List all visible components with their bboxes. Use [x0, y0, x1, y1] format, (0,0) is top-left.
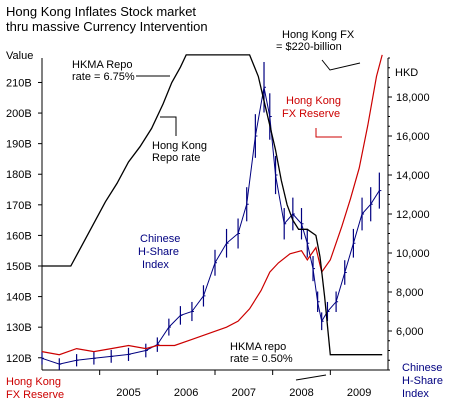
x-axis-tick-label: 2007: [232, 387, 256, 399]
annotation-hkma-repo-high-line-1: HKMA Repo: [72, 59, 133, 71]
annotation-hk-fx-total-leader: [321, 59, 361, 71]
annotation-chinese-hshare: Chinese H-Share Index: [138, 233, 180, 271]
legend-fx-reserve: Hong Kong FX Reserve: [6, 376, 64, 401]
annotation-chinese-hshare-line-3: Index: [142, 259, 169, 271]
fx-reserve-line: [41, 54, 383, 356]
chart-title-line-2: thru massive Currency Intervention: [6, 19, 208, 34]
left-axis-tick-label: 140B: [6, 292, 32, 304]
left-axis-tick-label: 120B: [6, 353, 32, 365]
right-axis: 6,000 8,000 10,000 12,000 14,000 16,000 18,000: [388, 57, 430, 371]
annotation-hkma-repo-low: HKMA repo rate = 0.50%: [230, 341, 327, 381]
x-axis-tick-label: 2008: [289, 387, 313, 399]
annotation-hk-fx-reserve: Hong Kong FX Reserve: [282, 95, 342, 138]
x-axis-tick-label: 2009: [347, 387, 371, 399]
left-axis-tick-label: 130B: [6, 322, 32, 334]
right-axis-tick-label: 14,000: [396, 170, 430, 182]
x-axis: 2005 2006 2007 2008 2009: [99, 370, 371, 399]
chart-title-line-1: Hong Kong Inflates Stock market: [6, 4, 196, 19]
repo-rate-line: [42, 54, 383, 356]
annotation-chinese-hshare-line-1: Chinese: [140, 233, 180, 245]
repo-rate-series: [42, 54, 383, 356]
annotation-hk-fx-reserve-line-1: Hong Kong: [286, 95, 341, 107]
x-axis-tick-label: 2005: [116, 387, 140, 399]
annotation-chinese-hshare-line-2: H-Share: [138, 246, 179, 258]
left-axis-tick-label: 180B: [6, 169, 32, 181]
right-axis-tick-label: 18,000: [396, 92, 430, 104]
left-axis-tick-label: 210B: [6, 77, 32, 89]
legend-hshare: Chinese H-Share Index: [402, 362, 443, 400]
annotation-hk-repo-rate: Hong Kong Repo rate: [152, 116, 207, 164]
left-axis-tick-label: 170B: [6, 200, 32, 212]
annotation-hk-fx-reserve-leader: [315, 128, 342, 138]
annotation-hk-repo-rate-line-1: Hong Kong: [152, 140, 207, 152]
left-axis-label: Value: [6, 50, 33, 62]
annotation-hk-repo-rate-leader: [160, 116, 177, 136]
right-axis-tick-label: 6,000: [396, 326, 424, 338]
annotation-hkma-repo-high: HKMA Repo rate = 6.75%: [72, 59, 170, 83]
annotation-hk-fx-total-line-1: Hong Kong FX: [282, 29, 355, 41]
legend-fx-reserve-line-2: FX Reserve: [6, 389, 64, 401]
annotation-hk-fx-total: Hong Kong FX = $220-billion: [276, 29, 361, 71]
legend-hshare-line-2: H-Share: [402, 375, 443, 387]
legend-hshare-line-1: Chinese: [402, 362, 442, 374]
annotation-hk-fx-total-line-2: = $220-billion: [276, 41, 342, 53]
left-axis: 120B 130B 140B 150B 160B 170B 180B 190B 200B 210B: [6, 77, 42, 365]
left-axis-tick-label: 190B: [6, 139, 32, 151]
right-axis-tick-label: 16,000: [396, 131, 430, 143]
right-axis-tick-label: 8,000: [396, 287, 424, 299]
x-axis-tick-label: 2006: [174, 387, 198, 399]
legend-hshare-line-3: Index: [402, 388, 429, 400]
annotation-hkma-repo-low-line-2: rate = 0.50%: [230, 353, 293, 365]
legend-fx-reserve-line-1: Hong Kong: [6, 376, 61, 388]
annotation-hkma-repo-high-line-2: rate = 6.75%: [72, 71, 135, 83]
annotation-hkma-repo-low-leader: [295, 374, 327, 381]
right-axis-tick-label: 12,000: [396, 209, 430, 221]
annotation-hkma-repo-low-line-1: HKMA repo: [230, 341, 286, 353]
fx-reserve-series: [41, 54, 383, 356]
h-share-series: [41, 61, 382, 371]
h-share-line: [41, 87, 380, 365]
left-axis-tick-label: 150B: [6, 261, 32, 273]
right-axis-tick-label: 10,000: [396, 248, 430, 260]
left-axis-tick-label: 200B: [6, 108, 32, 120]
annotation-hk-repo-rate-line-2: Repo rate: [152, 152, 200, 164]
right-axis-label: HKD: [395, 67, 418, 79]
annotation-hk-fx-reserve-line-2: FX Reserve: [282, 108, 340, 120]
left-axis-tick-label: 160B: [6, 230, 32, 242]
